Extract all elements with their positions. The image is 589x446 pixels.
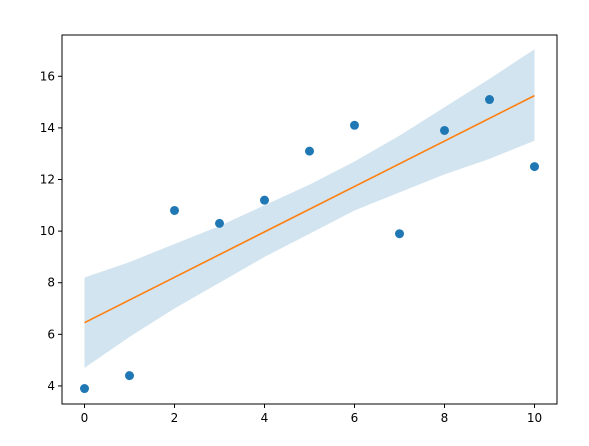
regression-line [84, 94, 535, 324]
x-tick-label: 6 [351, 411, 359, 425]
y-tick-label: 8 [47, 276, 55, 290]
x-tick-label: 0 [81, 411, 89, 425]
x-tick-label: 4 [261, 411, 269, 425]
x-tick-label: 10 [527, 411, 542, 425]
data-point [440, 125, 449, 135]
y-tick-label: 14 [40, 121, 55, 135]
data-point [260, 195, 269, 205]
y-tick-label: 12 [40, 173, 55, 187]
plot-frame [61, 34, 558, 405]
y-tick-label: 4 [47, 379, 55, 393]
data-point [80, 384, 89, 394]
y-tick-label: 16 [40, 69, 55, 83]
data-point [485, 95, 494, 105]
data-point [395, 229, 404, 239]
data-points-layer [80, 95, 539, 394]
data-point [215, 218, 224, 228]
x-tick-label: 8 [441, 411, 449, 425]
y-tick-label: 6 [47, 327, 55, 341]
axes-layer: 0 2 4 6 8 10 4 6 8 10 12 14 16 [40, 34, 558, 425]
x-tick-label: 2 [171, 411, 179, 425]
regression-line-layer [84, 94, 535, 324]
data-point [125, 371, 134, 381]
data-point [350, 120, 359, 130]
y-tick-label: 10 [40, 224, 55, 238]
data-point [305, 146, 314, 156]
data-point [170, 205, 179, 215]
data-point [530, 162, 539, 172]
